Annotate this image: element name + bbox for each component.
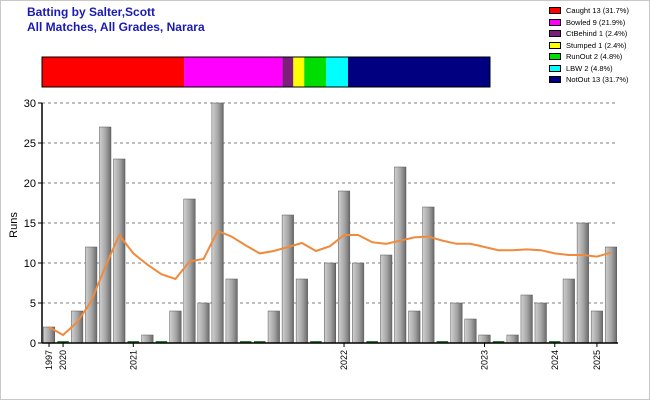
legend-label: NotOut 13 (31.7%)	[566, 75, 629, 84]
zero-bar	[549, 341, 561, 343]
legend-item: NotOut 13 (31.7%)	[549, 74, 639, 85]
runs-bar	[380, 254, 393, 344]
strip-segment	[42, 57, 185, 87]
y-tick-label: 30	[24, 98, 36, 110]
x-tick-label: 2022	[339, 350, 349, 370]
runs-bar	[141, 334, 154, 344]
chart-subtitle: All Matches, All Grades, Narara	[27, 20, 205, 34]
runs-bar	[225, 278, 238, 344]
runs-bar	[422, 206, 435, 344]
legend-swatch	[549, 7, 561, 14]
strip-segment	[347, 57, 490, 87]
zero-bar	[366, 341, 378, 343]
chart-title: Batting by Salter,Scott	[27, 5, 156, 19]
runs-bar	[478, 334, 491, 344]
y-tick-label: 0	[30, 338, 36, 350]
legend-label: Stumped 1 (2.4%)	[566, 40, 627, 50]
runs-bar	[450, 302, 463, 344]
legend-item: Caught 13 (31.7%)	[549, 5, 639, 16]
x-tick-label: 2023	[480, 350, 490, 370]
strip-segment	[326, 57, 348, 87]
legend: Caught 13 (31.7%) Bowled 9 (21.9%) CtBehin…	[549, 5, 639, 86]
legend-swatch	[549, 76, 561, 83]
runs-bar	[408, 310, 421, 344]
zero-bar	[253, 341, 266, 343]
runs-bar	[281, 214, 294, 344]
runs-bar	[394, 166, 407, 344]
runs-bar	[169, 310, 182, 344]
runs-bar	[267, 310, 280, 344]
strip-segment	[282, 57, 294, 87]
runs-bar	[562, 278, 575, 344]
runs-bar	[211, 102, 224, 344]
average-line	[48, 229, 612, 337]
strip-segment	[184, 57, 283, 87]
legend-label: LBW 2 (4.8%)	[566, 63, 613, 73]
runs-bar	[85, 246, 98, 344]
runs-bar	[113, 158, 126, 344]
legend-swatch	[549, 53, 561, 60]
runs-bar	[520, 294, 533, 344]
zero-bar	[436, 341, 449, 343]
y-axis-label: Runs	[8, 212, 20, 238]
legend-swatch	[549, 41, 561, 49]
runs-bar	[338, 190, 351, 344]
zero-bar	[155, 341, 168, 343]
legend-label: Bowled 9 (21.9%)	[566, 17, 626, 27]
x-tick-label: 2024	[550, 350, 560, 370]
x-tick-label: 2025	[592, 350, 602, 370]
y-tick-label: 20	[24, 178, 36, 190]
runs-bar	[295, 278, 308, 344]
legend-item: Bowled 9 (21.9%)	[549, 17, 639, 28]
runs-bar	[534, 302, 547, 344]
legend-item: RunOut 2 (4.8%)	[549, 51, 639, 62]
zero-bar	[127, 341, 140, 343]
x-tick-label: 2021	[128, 350, 138, 370]
runs-bar	[464, 318, 477, 344]
zero-bar	[57, 341, 69, 343]
strip-border	[41, 56, 491, 88]
runs-bar	[590, 310, 603, 344]
x-tick-label: 1997	[44, 350, 54, 370]
legend-swatch	[549, 64, 561, 72]
legend-item: Stumped 1 (2.4%)	[549, 40, 639, 51]
legend-swatch	[549, 18, 561, 26]
zero-bar	[492, 341, 505, 343]
runs-bar	[506, 334, 519, 344]
x-tick-label: 2020	[58, 350, 68, 370]
runs-bar	[197, 302, 210, 344]
runs-bar	[352, 262, 365, 344]
strip-segment	[293, 57, 305, 87]
legend-item: LBW 2 (4.8%)	[549, 63, 639, 74]
runs-bar	[604, 246, 617, 344]
runs-bar	[183, 198, 196, 344]
legend-label: Caught 13 (31.7%)	[566, 6, 629, 15]
runs-bar	[323, 262, 337, 344]
runs-bar	[99, 126, 112, 344]
y-tick-label: 25	[24, 138, 36, 150]
legend-swatch	[549, 30, 561, 37]
strip-segment	[304, 57, 327, 87]
legend-label: RunOut 2 (4.8%)	[566, 52, 623, 61]
zero-bar	[239, 341, 252, 343]
zero-bar	[310, 341, 322, 343]
legend-label: CtBehind 1 (2.4%)	[566, 29, 628, 38]
y-tick-label: 5	[30, 298, 36, 310]
y-tick-label: 10	[24, 258, 36, 270]
legend-item: CtBehind 1 (2.4%)	[549, 28, 639, 39]
runs-bar	[576, 222, 589, 344]
y-tick-label: 15	[24, 218, 36, 230]
